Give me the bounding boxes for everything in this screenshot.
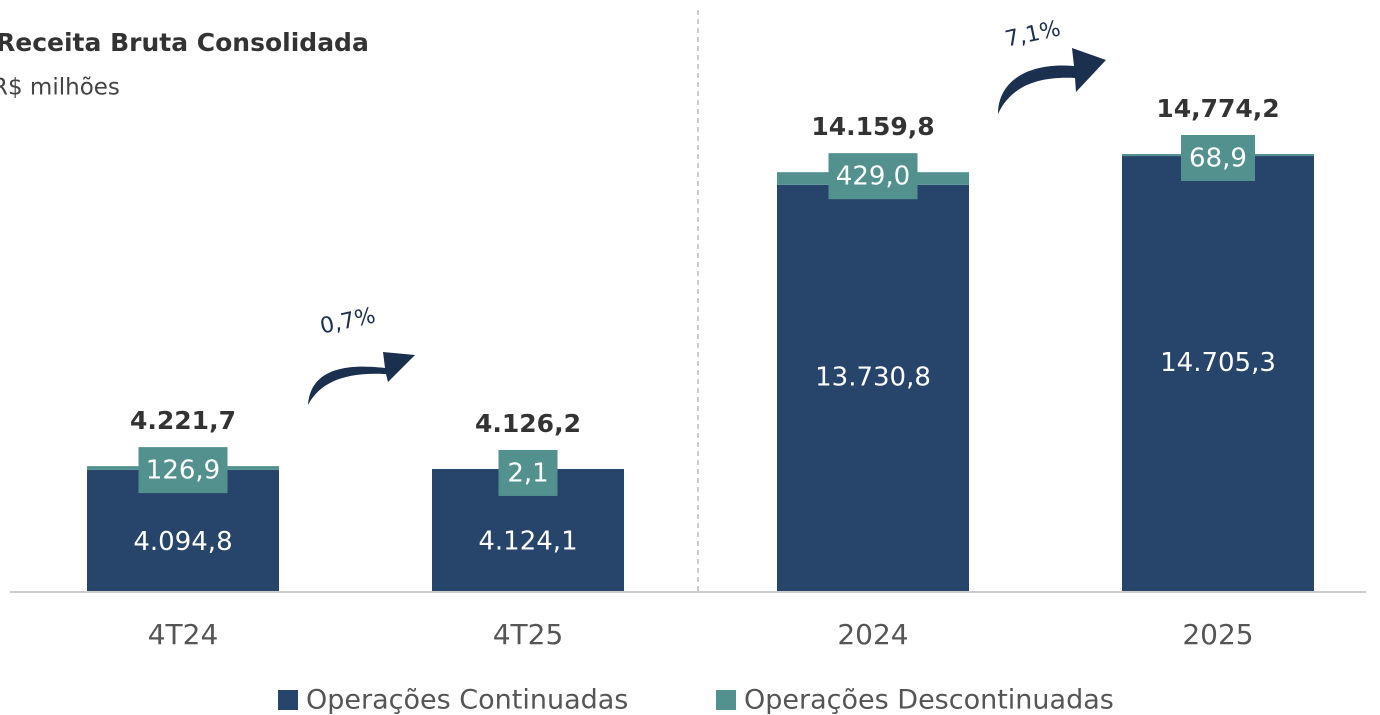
legend-swatch (278, 690, 298, 710)
value-label-box (828, 153, 918, 200)
x-tick-label: 2024 (837, 618, 908, 651)
chart-subtitle: R$ milhões (0, 75, 120, 101)
growth-label: 0,7% (318, 303, 378, 339)
total-label: 14.159,8 (811, 112, 934, 141)
value-label: 2,1 (507, 458, 548, 488)
x-tick-label: 2025 (1182, 618, 1253, 651)
total-label: 14,774,2 (1156, 94, 1279, 123)
growth-label: 7,1% (1003, 16, 1063, 52)
x-tick-label: 4T25 (493, 618, 564, 651)
value-label: 429,0 (836, 162, 910, 192)
value-label: 4.124,1 (478, 527, 577, 557)
growth-arrow (308, 352, 415, 405)
bar-segment (1122, 156, 1314, 591)
value-label: 14.705,3 (1160, 348, 1276, 378)
value-label: 126,9 (146, 456, 220, 486)
legend-label: Operações Descontinuadas (744, 685, 1114, 715)
value-label-box (138, 447, 228, 494)
growth-arrow (998, 48, 1106, 114)
x-tick-label: 4T24 (148, 618, 219, 651)
legend-label: Operações Continuadas (306, 685, 628, 715)
bar-segment (777, 184, 969, 591)
chart-title: Receita Bruta Consolidada (0, 28, 369, 57)
value-label-box (1181, 135, 1255, 181)
total-label: 4.221,7 (130, 406, 236, 435)
legend-swatch (716, 690, 736, 710)
total-label: 4.126,2 (475, 409, 581, 438)
value-label: 13.730,8 (815, 362, 931, 392)
value-label: 4.094,8 (133, 527, 232, 557)
value-label: 68,9 (1189, 144, 1247, 174)
value-label-box (498, 449, 558, 496)
